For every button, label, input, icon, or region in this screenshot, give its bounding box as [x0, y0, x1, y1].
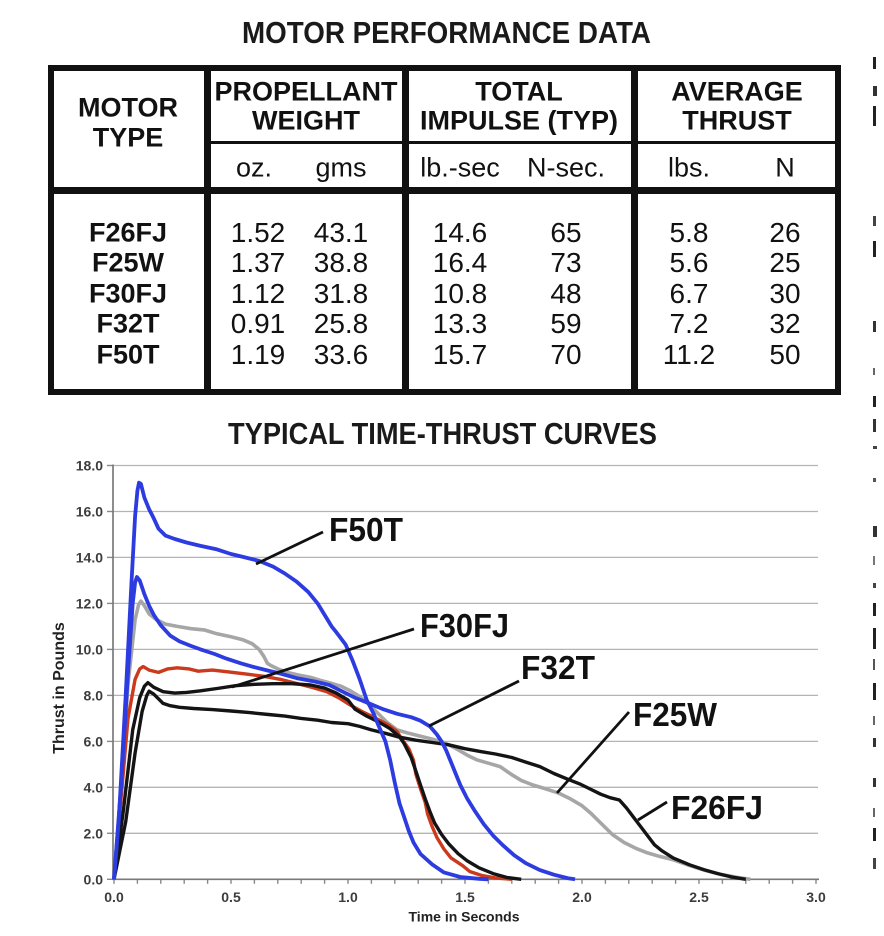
svg-text:12.0: 12.0 — [76, 595, 103, 611]
svg-text:8.0: 8.0 — [84, 687, 104, 703]
svg-text:6.0: 6.0 — [84, 733, 104, 749]
svg-text:2.0: 2.0 — [572, 889, 592, 905]
svg-text:2.5: 2.5 — [689, 889, 709, 905]
svg-text:F32T: F32T — [521, 649, 595, 686]
svg-text:F25W: F25W — [633, 696, 718, 733]
svg-text:16.0: 16.0 — [76, 504, 103, 520]
svg-text:1.0: 1.0 — [338, 889, 358, 905]
svg-text:0.0: 0.0 — [104, 889, 124, 905]
svg-text:F26FJ: F26FJ — [671, 789, 763, 826]
svg-text:2.0: 2.0 — [84, 825, 104, 841]
svg-text:Thrust in Pounds: Thrust in Pounds — [51, 622, 68, 754]
svg-text:18.0: 18.0 — [76, 458, 103, 474]
svg-text:14.0: 14.0 — [76, 549, 103, 565]
svg-text:F50T: F50T — [329, 511, 403, 548]
svg-text:0.0: 0.0 — [84, 871, 104, 887]
svg-text:3.0: 3.0 — [806, 889, 826, 905]
svg-text:10.0: 10.0 — [76, 641, 103, 657]
svg-text:F30FJ: F30FJ — [420, 607, 509, 644]
svg-text:Time in Seconds: Time in Seconds — [409, 909, 520, 925]
svg-text:1.5: 1.5 — [455, 889, 475, 905]
svg-text:4.0: 4.0 — [84, 779, 104, 795]
svg-text:0.5: 0.5 — [221, 889, 241, 905]
